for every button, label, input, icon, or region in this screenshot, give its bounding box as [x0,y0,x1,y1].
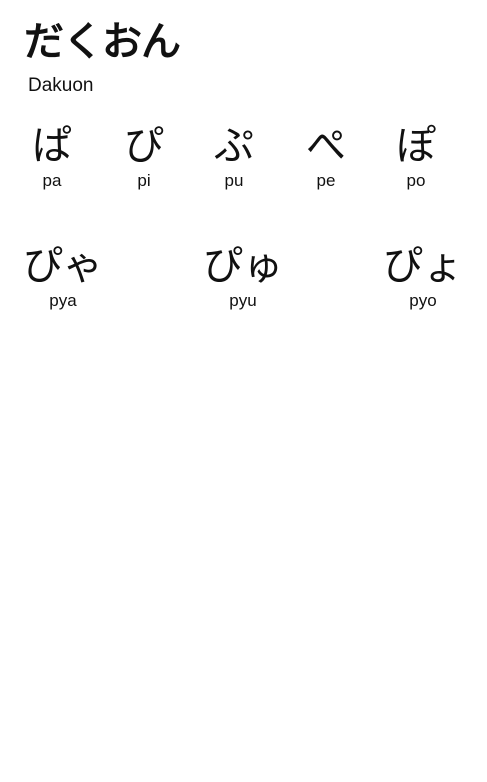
page-subtitle: Dakuon [28,75,94,96]
kana-card-pe[interactable]: ぺ pe [296,126,356,189]
kana-card-pi[interactable]: ぴ pi [114,126,174,189]
kana-glyph: ぺ [306,123,346,169]
kana-glyph: ぴ [124,123,164,169]
romaji-label: pyo [409,291,437,310]
kana-card-pya[interactable]: ぴゃ pya [18,246,108,309]
kana-card-pa[interactable]: ぱ pa [22,126,82,189]
kana-card-po[interactable]: ぽ po [386,126,446,189]
kana-glyph: ぴょ [383,243,463,289]
romaji-label: po [406,171,426,190]
kana-card-pu[interactable]: ぷ pu [204,126,264,189]
romaji-label: pu [224,171,244,190]
romaji-label: pyu [229,291,257,310]
romaji-label: pya [49,291,77,310]
kana-card-pyo[interactable]: ぴょ pyo [378,246,468,309]
romaji-label: pi [137,171,151,190]
kana-glyph: ぴゃ [23,243,103,289]
kana-glyph: ぷ [214,123,254,169]
romaji-label: pe [316,171,336,190]
kana-glyph: ぱ [32,123,72,169]
kana-card-pyu[interactable]: ぴゅ pyu [198,246,288,309]
kana-glyph: ぽ [396,123,436,169]
romaji-label: pa [42,171,62,190]
kana-glyph: ぴゅ [203,243,283,289]
page-title: だくおん [24,19,181,65]
